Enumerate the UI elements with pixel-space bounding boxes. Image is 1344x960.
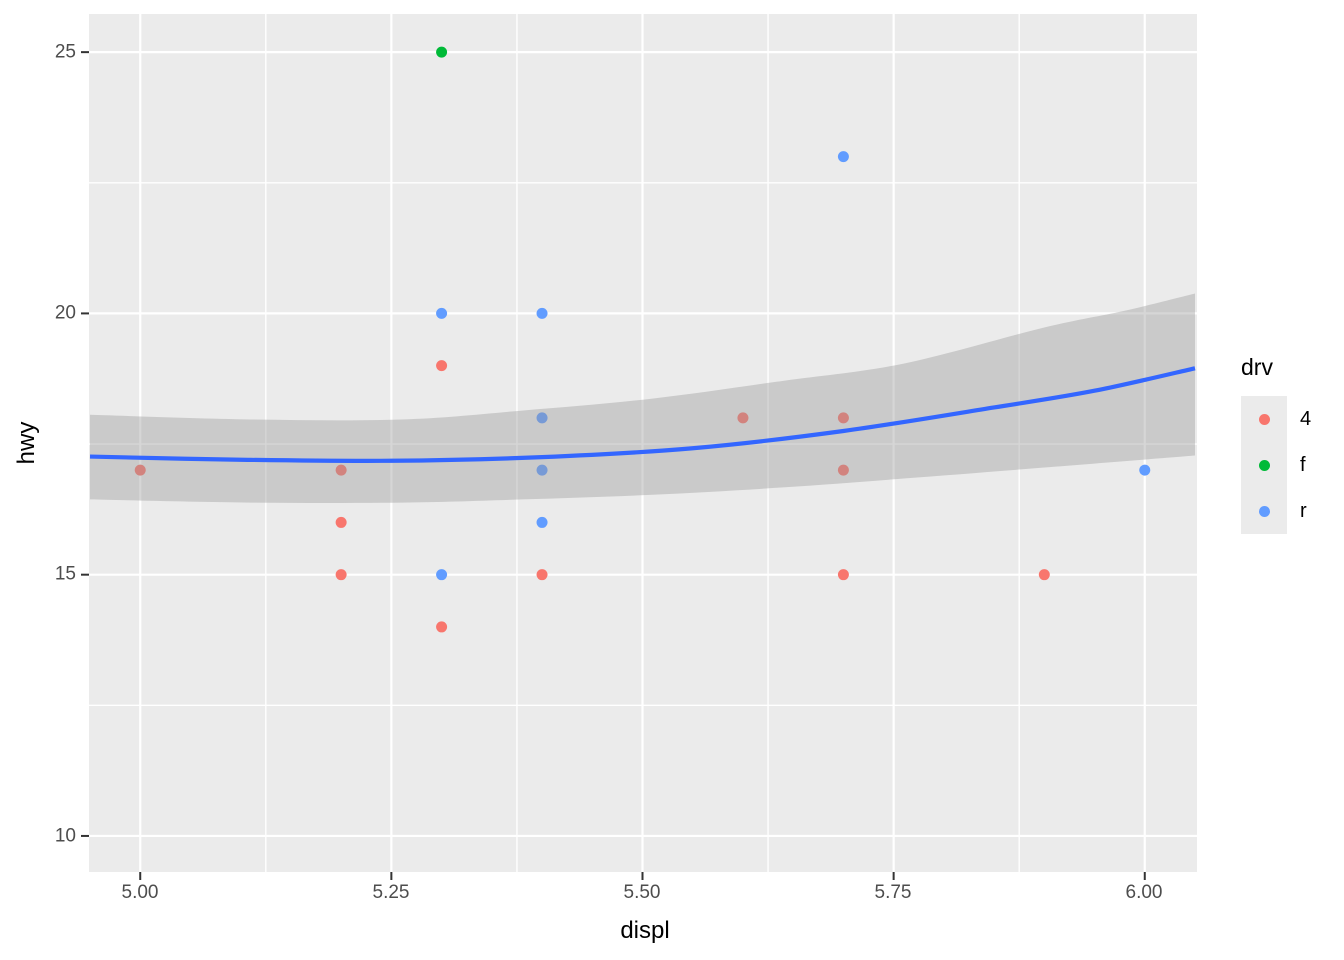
x-tick-label-5.25: 5.25	[372, 882, 410, 903]
y-tick-label-15: 15	[54, 563, 76, 585]
legend-entry-r: r	[1241, 488, 1311, 534]
data-point-r	[536, 412, 548, 424]
data-point-4	[837, 412, 849, 424]
data-point-r	[1139, 464, 1151, 476]
axis-tick-marks	[81, 51, 1146, 880]
legend-dot-f-icon	[1258, 459, 1270, 471]
data-point-4	[134, 464, 146, 476]
data-point-4	[536, 569, 548, 581]
x-tick-label-5.50: 5.50	[623, 882, 661, 903]
data-point-r	[436, 569, 448, 581]
legend-label-r: r	[1300, 500, 1307, 522]
data-point-4	[837, 464, 849, 476]
legend-key-4	[1241, 396, 1287, 442]
y-tick-label-20: 20	[54, 302, 76, 324]
y-tick-label-25: 25	[54, 41, 76, 63]
data-point-4	[335, 516, 347, 528]
data-point-r	[536, 307, 548, 319]
legend-dot-4-icon	[1258, 413, 1270, 425]
y-tick-label-10: 10	[54, 825, 76, 847]
smooth-line	[89, 366, 1196, 463]
data-point-f	[436, 46, 448, 58]
data-point-r	[536, 516, 548, 528]
y-axis-title: hwy	[13, 421, 40, 465]
data-point-r	[436, 307, 448, 319]
data-point-4	[1038, 569, 1050, 581]
x-axis-title: displ	[620, 917, 670, 944]
data-point-4	[335, 569, 347, 581]
x-tick-label-6.00: 6.00	[1125, 882, 1163, 903]
legend-entry-4: 4	[1241, 396, 1311, 442]
data-point-4	[837, 569, 849, 581]
gridlines	[89, 14, 1197, 872]
legend-label-f: f	[1300, 454, 1306, 476]
data-point-r	[837, 151, 849, 163]
x-tick-label-5.75: 5.75	[874, 882, 912, 903]
legend-key-f	[1241, 442, 1287, 488]
x-tick-label-5.00: 5.00	[121, 882, 159, 903]
confidence-ribbon	[90, 293, 1195, 503]
smooth-layer	[89, 293, 1196, 503]
data-point-4	[436, 360, 448, 372]
scatter-points	[134, 46, 1151, 633]
legend-entry-f: f	[1241, 442, 1311, 488]
data-point-4	[436, 621, 448, 633]
data-point-r	[536, 464, 548, 476]
legend-dot-r-icon	[1258, 505, 1270, 517]
legend-label-4: 4	[1300, 408, 1312, 430]
legend-title: drv	[1241, 354, 1273, 380]
data-point-4	[737, 412, 749, 424]
legend: drv 4 f r	[1241, 354, 1311, 534]
data-point-4	[335, 464, 347, 476]
legend-key-r	[1241, 488, 1287, 534]
